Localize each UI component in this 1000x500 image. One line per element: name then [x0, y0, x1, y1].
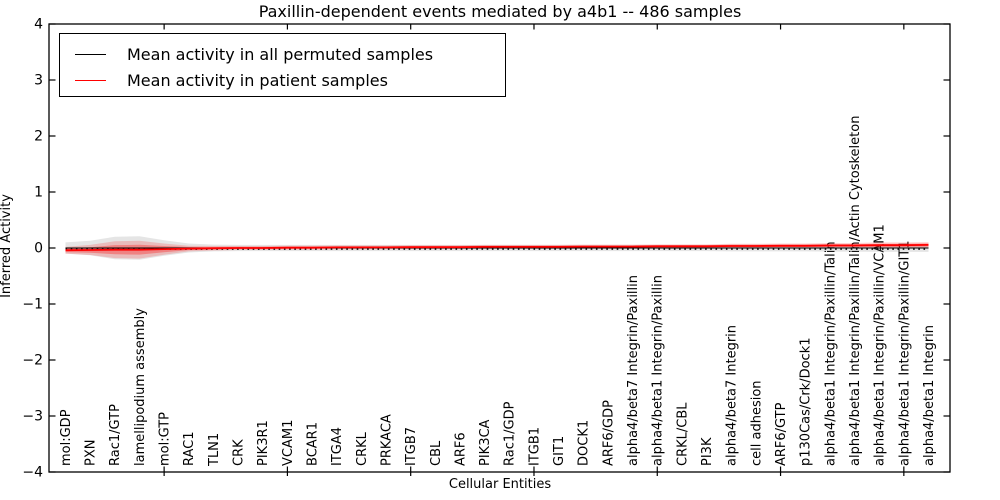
x-tick-label: lamellipodium assembly	[133, 308, 148, 466]
x-axis-label: Cellular Entities	[448, 477, 552, 492]
y-tick-label: 4	[34, 17, 43, 33]
chart-title: Paxillin-dependent events mediated by a4…	[258, 2, 742, 21]
legend-label-patient: Mean activity in patient samples	[127, 70, 388, 90]
x-tick-label: GIT1	[552, 436, 567, 466]
x-tick-label: ARF6/GDP	[601, 400, 616, 466]
x-tick-label: alpha4/beta1 Integrin/Paxillin/Talin	[823, 241, 838, 466]
x-tick-label: CRKL/CBL	[675, 402, 690, 466]
x-tick-label: Rac1/GTP	[108, 404, 123, 466]
x-tick-label: PXN	[84, 440, 99, 466]
y-tick-label: 0	[34, 241, 43, 257]
patient-mean-line	[65, 244, 929, 252]
y-tick-label: −2	[22, 353, 43, 369]
x-tick-label: Rac1/GDP	[503, 401, 518, 466]
x-tick-label: ARF6/GTP	[774, 402, 789, 466]
x-tick-label: mol:GTP	[158, 412, 173, 466]
y-tick-label: −4	[22, 465, 43, 481]
x-tick-label: ITGA4	[330, 427, 345, 466]
x-tick-label: CRK	[232, 439, 247, 466]
y-tick-label: −1	[22, 297, 43, 313]
y-axis-label: Inferred Activity	[0, 194, 14, 298]
x-tick-label: CBL	[429, 440, 444, 466]
y-tick-label: 1	[34, 185, 43, 201]
x-tick-label: PI3K	[700, 437, 715, 466]
legend: Mean activity in all permuted samples Me…	[59, 33, 506, 97]
x-tick-label: CRKL	[355, 431, 370, 466]
x-tick-label: BCAR1	[305, 422, 320, 466]
patient-line-swatch	[75, 79, 106, 81]
legend-label-permuted: Mean activity in all permuted samples	[127, 44, 434, 64]
x-tick-label: TLN1	[207, 433, 222, 467]
y-tick-label: 2	[34, 129, 43, 145]
x-tick-label: PIK3R1	[256, 420, 271, 466]
patient-samples-spread	[65, 240, 929, 259]
x-tick-label: p130Cas/Crk/Dock1	[799, 337, 814, 466]
y-tick-label: 3	[34, 73, 43, 89]
x-tick-label: alpha4/beta1 Integrin/Paxillin/GIT1	[897, 240, 912, 466]
x-tick-label: ITGB7	[404, 427, 419, 466]
y-tick-label: −3	[22, 409, 43, 425]
x-tick-label: alpha4/beta1 Integrin/Paxillin/Talin/Act…	[848, 116, 863, 466]
x-tick-label: alpha4/beta1 Integrin/Paxillin/VCAM1	[873, 224, 888, 466]
x-tick-label: PRKACA	[379, 414, 394, 466]
x-tick-label: cell adhesion	[749, 380, 764, 466]
x-tick-label: ARF6	[453, 432, 468, 466]
x-tick-label: DOCK1	[577, 420, 592, 466]
legend-item-patient: Mean activity in patient samples	[60, 67, 505, 93]
x-tick-label: alpha4/beta1 Integrin	[922, 325, 937, 466]
x-tick-label: mol:GDP	[59, 409, 74, 466]
x-tick-label: alpha4/beta1 Integrin/Paxillin	[651, 275, 666, 466]
legend-item-permuted: Mean activity in all permuted samples	[60, 41, 505, 67]
permuted-line-swatch	[75, 53, 106, 55]
x-tick-label: VCAM1	[281, 420, 296, 466]
x-tick-label: RAC1	[182, 431, 197, 466]
x-tick-label: ITGB1	[527, 427, 542, 466]
x-tick-label: alpha4/beta7 Integrin/Paxillin	[626, 275, 641, 466]
x-tick-label: alpha4/beta7 Integrin	[725, 325, 740, 466]
x-tick-label: PIK3CA	[478, 419, 493, 466]
